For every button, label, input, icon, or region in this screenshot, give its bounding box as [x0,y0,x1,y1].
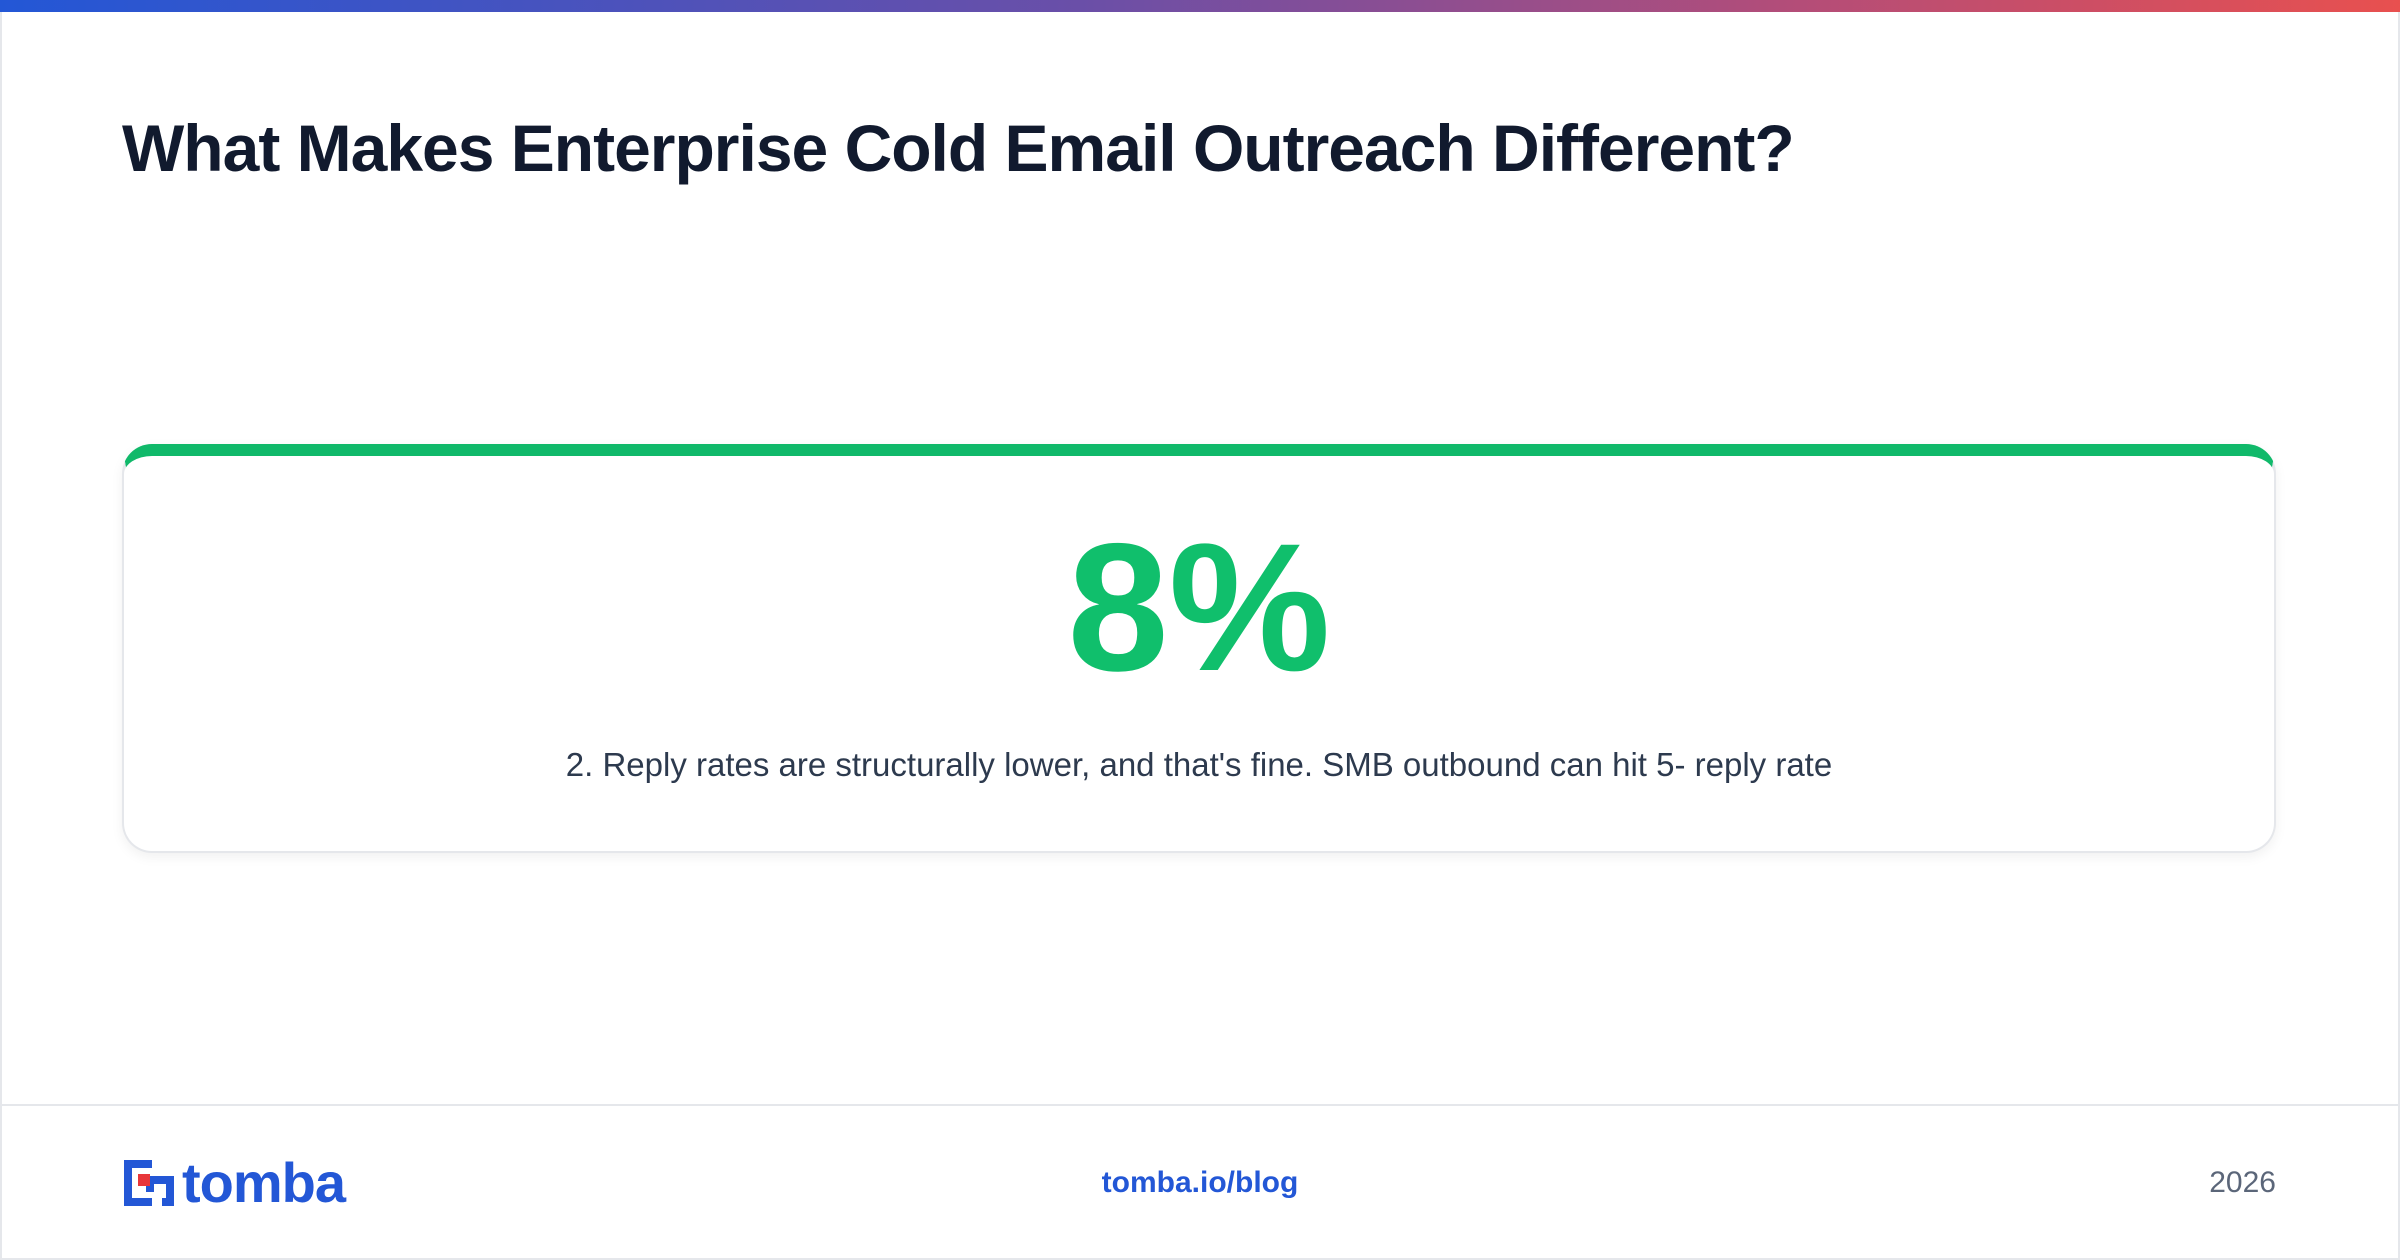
brand-name: tomba [182,1151,346,1214]
stat-value: 8% [1067,505,1331,709]
logo-icon [124,1160,174,1206]
stat-description: 2. Reply rates are structurally lower, a… [565,746,1833,783]
top-gradient-bar [0,0,2400,12]
blog-link[interactable]: tomba.io/blog [1101,1166,1299,1199]
year: 2026 [2209,1166,2276,1199]
stat-card: 8% 2. Reply rates are structurally lower… [122,444,2276,853]
footer-divider [0,1104,2400,1106]
title: What Makes Enterprise Cold Email Outreac… [122,111,1795,185]
logo[interactable]: tomba [122,1151,346,1214]
